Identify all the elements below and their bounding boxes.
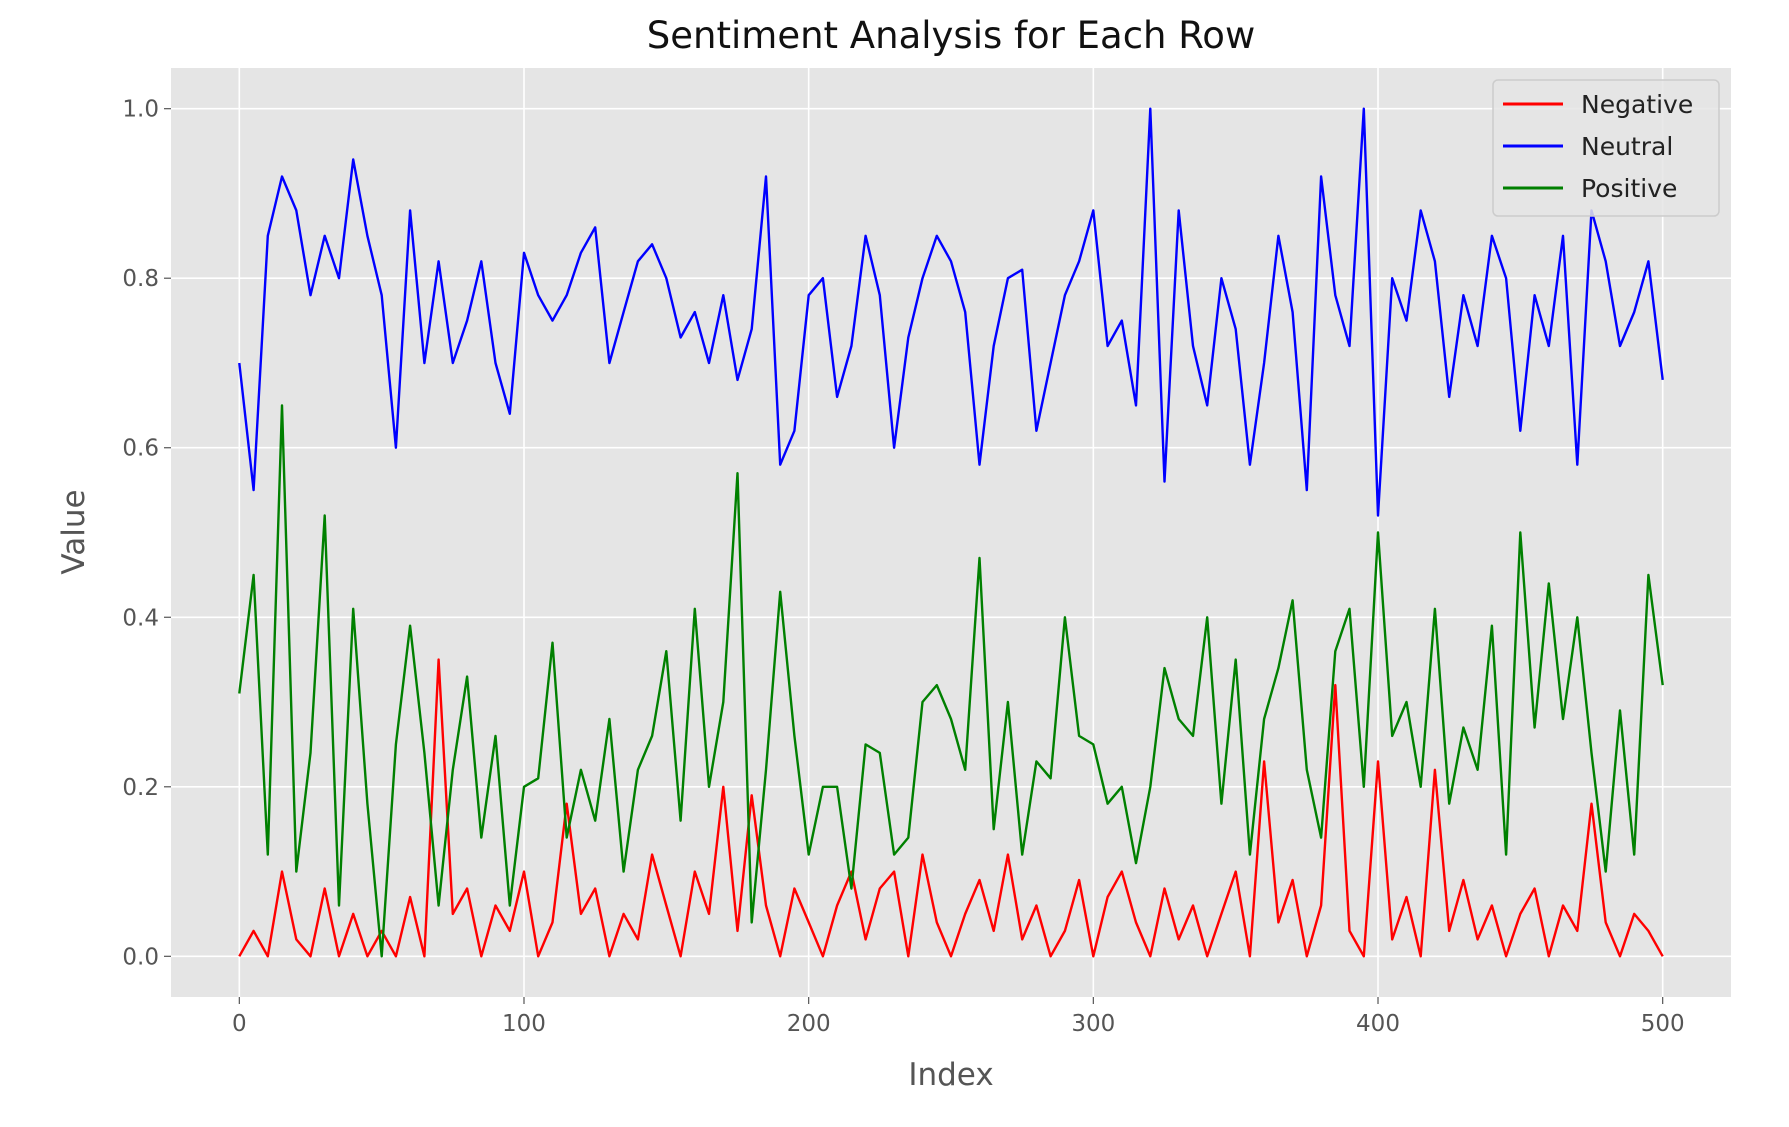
y-tick-label: 0.8 [122,266,159,292]
x-tick-label: 200 [787,1011,831,1037]
x-tick-label: 400 [1356,1011,1400,1037]
y-axis-label: Value [56,489,92,574]
x-tick-label: 300 [1071,1011,1115,1037]
legend-box [1492,79,1720,217]
legend-label-negative: Negative [1581,90,1693,119]
chart-title: Sentiment Analysis for Each Row [647,14,1255,57]
x-axis-label: Index [908,1057,993,1093]
series-lines [238,107,1664,958]
x-tick-label: 100 [502,1011,546,1037]
y-tick-label: 0.6 [122,436,159,462]
legend-label-positive: Positive [1581,174,1677,203]
y-tick-label: 0.0 [122,944,159,970]
y-tick-label: 1.0 [122,97,159,123]
series-line-positive [238,404,1664,958]
y-tick-label: 0.2 [122,775,159,801]
series-line-neutral [238,107,1664,517]
series-line-negative [238,658,1664,958]
x-tick-label: 500 [1641,1011,1685,1037]
legend-label-neutral: Neutral [1581,132,1673,161]
x-tick-label: 0 [232,1011,247,1037]
axis-ticks: 0 100 200 300 400 500 0.0 0.2 0.4 0.6 0.8 1.0 [122,97,1684,1037]
y-tick-label: 0.4 [122,605,159,631]
legend: Negative Neutral Positive [1492,79,1720,217]
